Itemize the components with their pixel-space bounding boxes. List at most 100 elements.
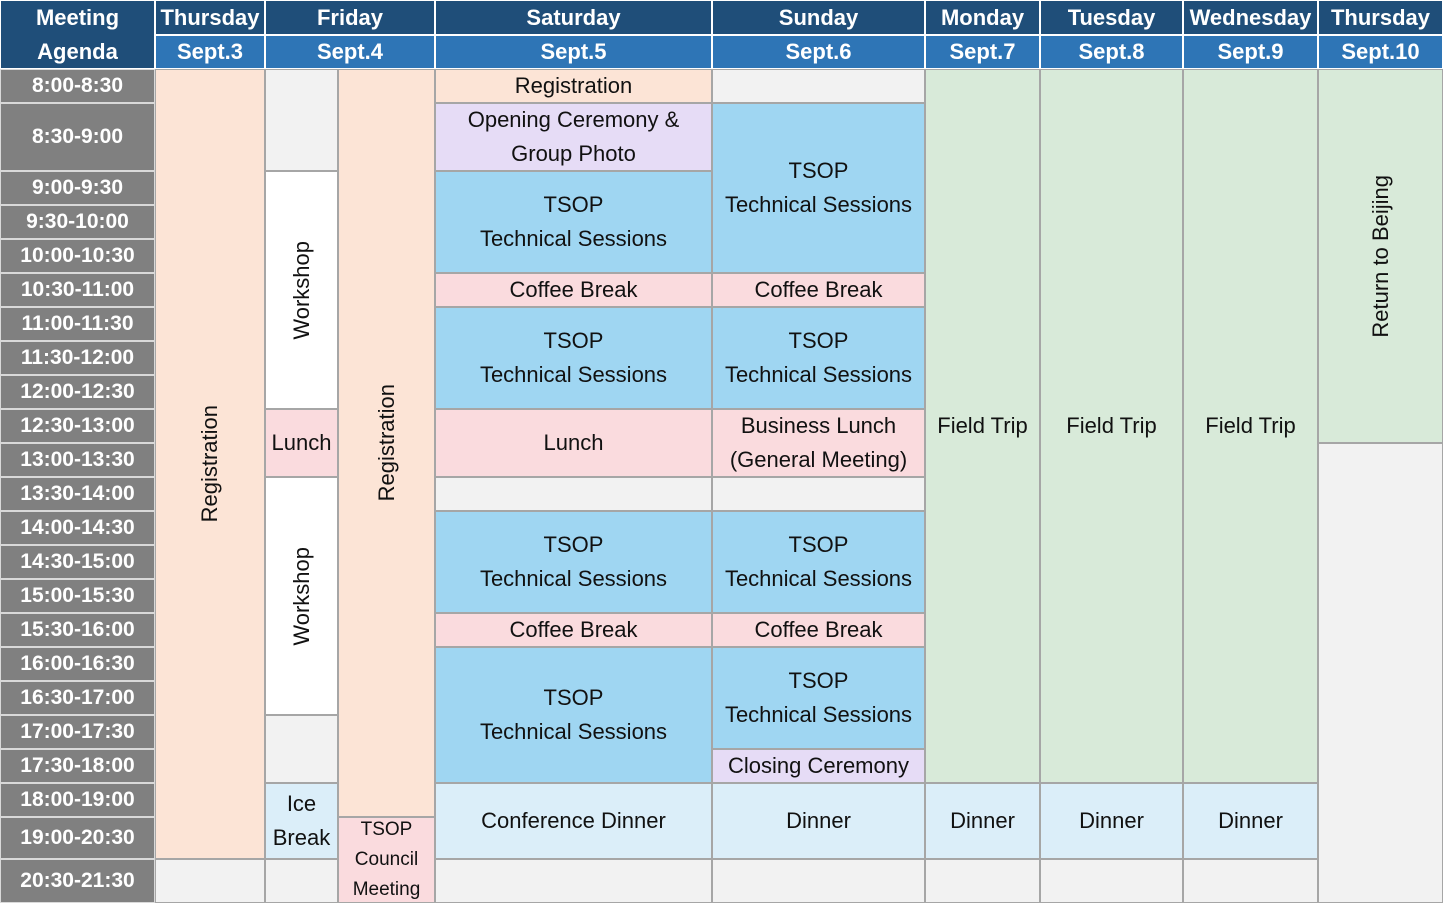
event: TSOP Technical Sessions: [712, 647, 925, 749]
time-slot: 11:30-12:00: [0, 341, 155, 375]
cell-text: Registration: [373, 384, 399, 502]
empty-slot: [435, 477, 712, 511]
time-slot: 10:30-11:00: [0, 273, 155, 307]
event: TSOP Technical Sessions: [435, 647, 712, 783]
cell-text: 14:30-15:00: [20, 550, 135, 573]
cell-text: Lunch: [271, 430, 332, 455]
cell-text: Field Trip: [937, 413, 1028, 438]
cell-text: Field Trip: [1205, 413, 1296, 438]
empty-slot: [265, 715, 338, 783]
cell-text: Meeting Agenda: [35, 4, 120, 64]
empty-slot: [435, 859, 712, 903]
event: TSOP Council Meeting: [338, 817, 435, 903]
empty-slot: [712, 859, 925, 903]
event: Return to Beijing: [1318, 69, 1443, 443]
empty-slot: [265, 859, 338, 903]
cell-text: 15:00-15:30: [20, 584, 135, 607]
empty-slot: [155, 859, 265, 903]
time-slot: 17:00-17:30: [0, 715, 155, 749]
cell-text: TSOP Council Meeting: [352, 819, 421, 900]
cell-text: TSOP Technical Sessions: [724, 668, 913, 727]
cell-text: TSOP Technical Sessions: [479, 532, 668, 591]
cell-text: 9:00-9:30: [31, 176, 124, 199]
empty-slot: [925, 859, 1040, 903]
time-slot: 9:00-9:30: [0, 171, 155, 205]
cell-text: 16:00-16:30: [20, 652, 135, 675]
event: Coffee Break: [435, 613, 712, 647]
event: Field Trip: [925, 69, 1040, 783]
cell-text: Coffee Break: [754, 277, 883, 302]
cell-text: 14:00-14:30: [20, 516, 135, 539]
time-slot: 19:00-20:30: [0, 817, 155, 859]
cell-text: Sept.4: [316, 39, 384, 64]
event: Dinner: [1183, 783, 1318, 859]
event: Registration: [435, 69, 712, 103]
event: TSOP Technical Sessions: [712, 103, 925, 273]
cell-text: Sept.5: [540, 39, 607, 64]
cell-text: 11:30-12:00: [20, 346, 135, 369]
cell-text: Saturday: [526, 4, 621, 30]
cell-text: 17:30-18:00: [20, 754, 135, 777]
cell-text: TSOP Technical Sessions: [724, 328, 913, 387]
cell-text: Workshop: [288, 240, 314, 340]
cell-text: 8:30-9:00: [31, 125, 124, 148]
event: Coffee Break: [712, 613, 925, 647]
event: TSOP Technical Sessions: [435, 171, 712, 273]
empty-slot: [1040, 859, 1183, 903]
event: Registration: [338, 69, 435, 817]
event: Workshop: [265, 171, 338, 409]
cell-text: Sunday: [778, 4, 859, 30]
cell-text: Ice Break: [272, 791, 331, 850]
cell-text: TSOP Technical Sessions: [724, 158, 913, 217]
day-header: Thursday: [155, 0, 265, 35]
time-slot: 13:30-14:00: [0, 477, 155, 511]
empty-slot: [1318, 443, 1443, 903]
event: Field Trip: [1183, 69, 1318, 783]
event: Dinner: [712, 783, 925, 859]
cell-text: Dinner: [786, 808, 851, 833]
cell-text: Sept.9: [1217, 39, 1284, 64]
time-slot: 18:00-19:00: [0, 783, 155, 817]
cell-text: Dinner: [1218, 808, 1283, 833]
day-header: Wednesday: [1183, 0, 1318, 35]
cell-text: Thursday: [160, 4, 260, 30]
date-header: Sept.6: [712, 35, 925, 69]
cell-text: Thursday: [1330, 4, 1431, 30]
event: Opening Ceremony & Group Photo: [435, 103, 712, 171]
empty-slot: [265, 69, 338, 171]
cell-text: Return to Beijing: [1367, 174, 1393, 338]
cell-text: Opening Ceremony & Group Photo: [467, 107, 680, 166]
cell-text: 16:30-17:00: [20, 686, 135, 709]
cell-text: 18:00-19:00: [20, 788, 135, 811]
cell-text: Field Trip: [1066, 413, 1157, 438]
event: Coffee Break: [712, 273, 925, 307]
date-header: Sept.7: [925, 35, 1040, 69]
event: Business Lunch (General Meeting): [712, 409, 925, 477]
time-slot: 8:00-8:30: [0, 69, 155, 103]
event: TSOP Technical Sessions: [435, 307, 712, 409]
cell-text: Lunch: [543, 430, 604, 455]
cell-text: Tuesday: [1067, 4, 1156, 30]
cell-text: TSOP Technical Sessions: [479, 328, 668, 387]
cell-text: Coffee Break: [509, 277, 638, 302]
cell-text: Closing Ceremony: [728, 753, 909, 778]
cell-text: Sept.3: [176, 39, 244, 64]
event: Ice Break: [265, 783, 338, 859]
cell-text: Conference Dinner: [481, 808, 666, 833]
time-slot: 14:30-15:00: [0, 545, 155, 579]
date-header: Sept.10: [1318, 35, 1443, 69]
cell-text: Registration: [514, 73, 633, 98]
cell-text: 9:30-10:00: [26, 210, 129, 233]
time-slot: 15:30-16:00: [0, 613, 155, 647]
time-slot: 8:30-9:00: [0, 103, 155, 171]
event: TSOP Technical Sessions: [712, 307, 925, 409]
day-header: Monday: [925, 0, 1040, 35]
time-slot: 15:00-15:30: [0, 579, 155, 613]
cell-text: TSOP Technical Sessions: [724, 532, 913, 591]
cell-text: TSOP Technical Sessions: [479, 192, 668, 251]
event: Dinner: [1040, 783, 1183, 859]
event: Lunch: [265, 409, 338, 477]
cell-text: Coffee Break: [509, 617, 638, 642]
event: Workshop: [265, 477, 338, 715]
